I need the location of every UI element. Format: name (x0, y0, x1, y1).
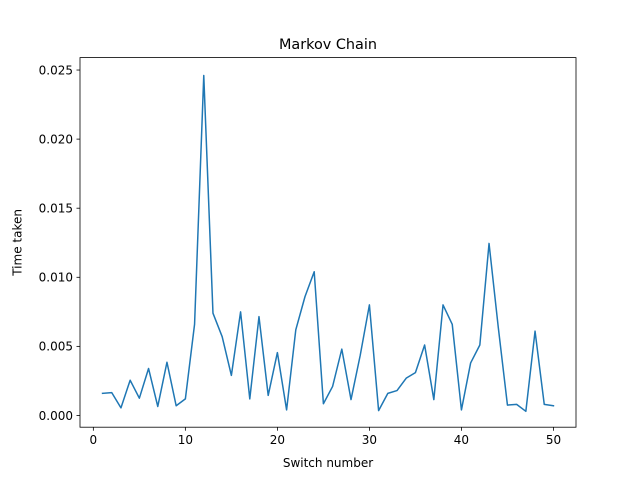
y-tick-label: 0.005 (39, 340, 73, 354)
x-tick-label: 50 (546, 433, 561, 447)
x-tick-label: 30 (362, 433, 377, 447)
x-tick-label: 0 (90, 433, 98, 447)
y-tick-label: 0.025 (39, 63, 73, 77)
y-tick-label: 0.000 (39, 409, 73, 423)
x-axis-label: Switch number (283, 456, 373, 470)
y-axis-label: Time taken (11, 209, 25, 277)
x-tick-label: 40 (454, 433, 469, 447)
y-tick-label: 0.020 (39, 132, 73, 146)
y-tick-label: 0.010 (39, 271, 73, 285)
x-tick-label: 10 (178, 433, 193, 447)
chart-title: Markov Chain (279, 37, 377, 53)
x-tick-label: 20 (270, 433, 285, 447)
y-tick-label: 0.015 (39, 202, 73, 216)
